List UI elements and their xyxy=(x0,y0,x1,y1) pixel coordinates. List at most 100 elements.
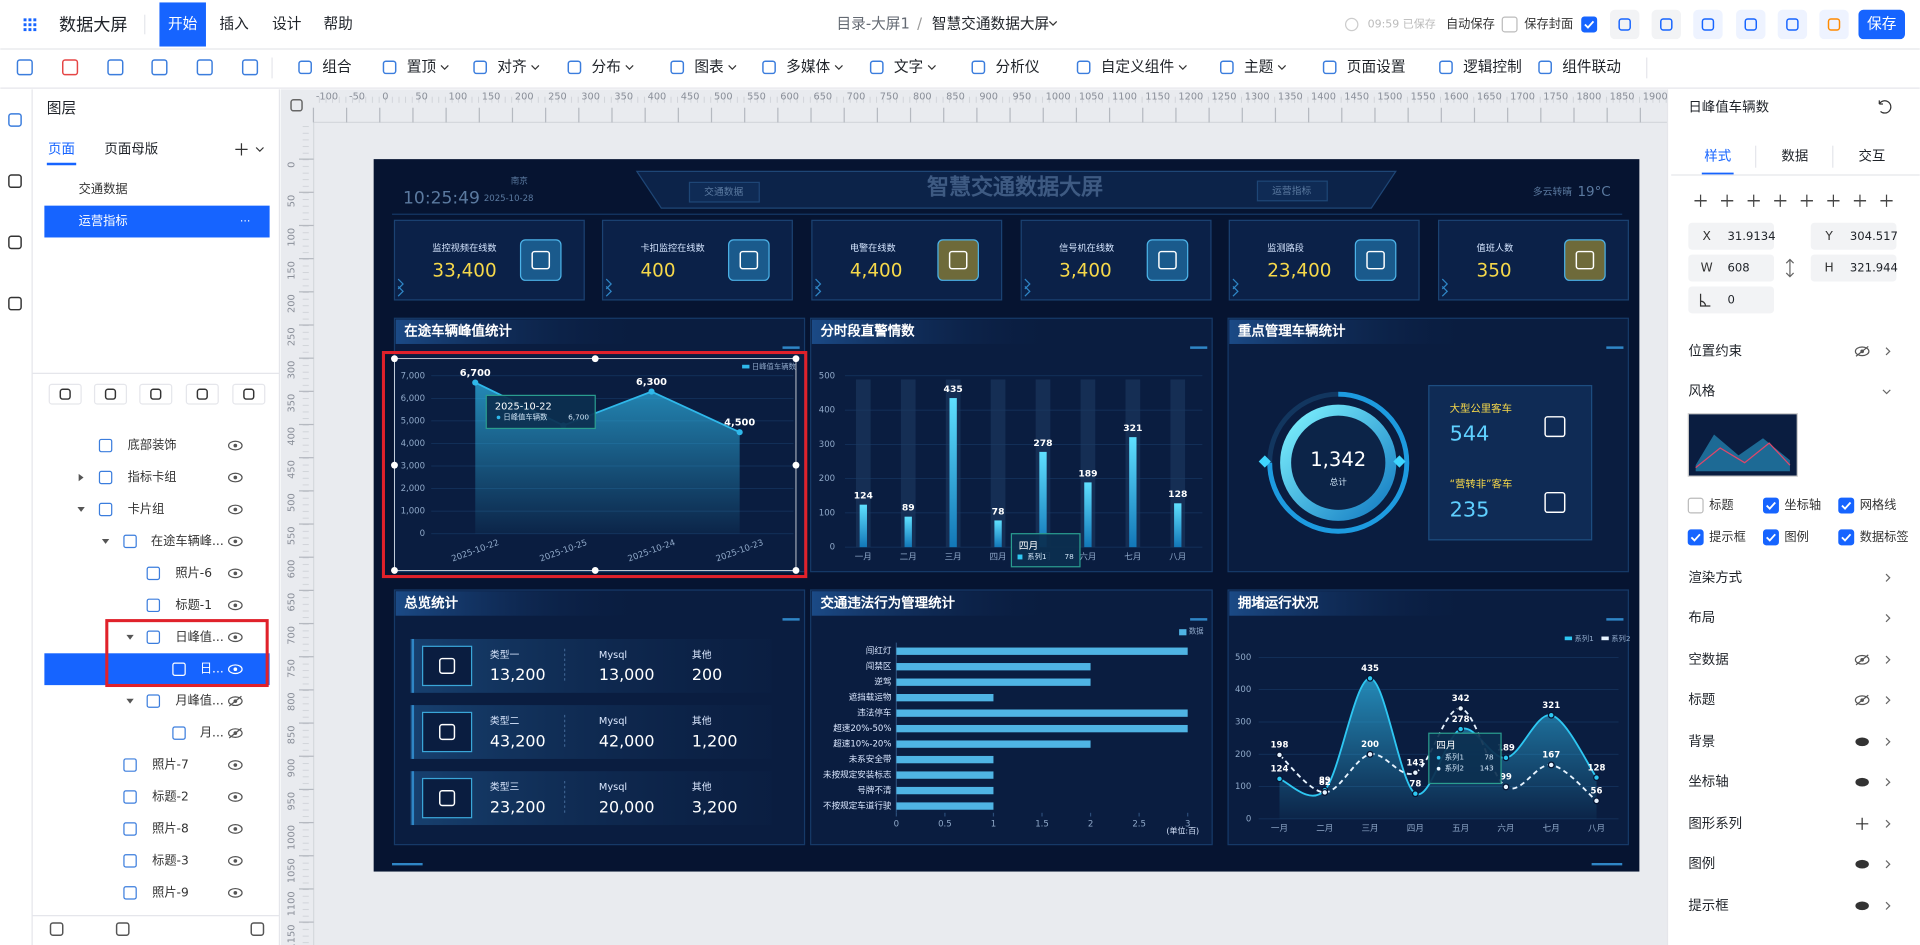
menu-item[interactable]: 开始 xyxy=(168,15,198,32)
layer-tool[interactable] xyxy=(139,383,173,405)
document-title[interactable]: 智慧交通数据大屏 xyxy=(932,14,1049,32)
toolbar-button[interactable]: 组件联动 xyxy=(1562,58,1621,75)
checkbox[interactable] xyxy=(1838,529,1855,546)
layer-name[interactable]: 标题-3 xyxy=(152,853,189,867)
layer-name[interactable]: 照片-9 xyxy=(152,885,189,899)
toolbar-button[interactable]: 分析仪 xyxy=(995,58,1039,75)
input-field[interactable] xyxy=(1688,254,1775,282)
expand-arrow[interactable] xyxy=(126,634,134,640)
breadcrumb[interactable]: 目录-大屏1 xyxy=(836,15,909,32)
section-title[interactable]: 空数据 xyxy=(1688,652,1728,668)
layer-name[interactable]: 卡片组 xyxy=(128,502,165,516)
section-title[interactable]: 渲染方式 xyxy=(1688,570,1742,586)
eye-icon[interactable] xyxy=(227,440,243,451)
option-label[interactable]: 坐标轴 xyxy=(1784,497,1821,512)
toolbar-button[interactable]: 置顶 xyxy=(407,58,437,75)
checkbox[interactable] xyxy=(1581,16,1598,33)
layer-name[interactable]: 底部装饰 xyxy=(128,437,177,452)
page-item[interactable]: 交通数据 xyxy=(79,181,128,196)
section-title[interactable]: 背景 xyxy=(1688,734,1715,750)
checkbox[interactable] xyxy=(1763,497,1779,514)
save-button[interactable] xyxy=(1858,9,1905,40)
icon-button[interactable] xyxy=(1777,9,1808,40)
checkbox[interactable] xyxy=(1687,497,1704,514)
eye-icon[interactable] xyxy=(227,856,243,866)
toolbar-button[interactable]: 对齐 xyxy=(497,58,527,75)
expand-arrow[interactable] xyxy=(78,473,84,482)
layer-name[interactable]: 月... xyxy=(200,726,224,740)
checkbox[interactable] xyxy=(1687,529,1704,546)
eye-icon[interactable] xyxy=(227,696,243,707)
layer-name[interactable]: 标题-1 xyxy=(175,598,212,612)
eye-icon[interactable] xyxy=(227,792,243,802)
toolbar-button[interactable]: 文字 xyxy=(894,58,923,75)
field-value[interactable]: 608 xyxy=(1728,261,1750,275)
toolbar-button[interactable]: 主题 xyxy=(1244,58,1274,75)
section-title[interactable]: 布局 xyxy=(1688,610,1715,626)
field-value[interactable]: 0 xyxy=(1728,292,1735,306)
input-field[interactable] xyxy=(1810,222,1897,250)
page-item[interactable]: 运营指标 xyxy=(79,213,128,228)
resize-handle[interactable] xyxy=(391,461,398,469)
icon-button[interactable] xyxy=(1819,9,1849,40)
eye-icon[interactable] xyxy=(227,728,243,739)
tab[interactable]: 数据 xyxy=(1781,149,1808,165)
eye-icon[interactable] xyxy=(227,664,243,675)
eye-icon[interactable] xyxy=(227,472,243,483)
field-value[interactable]: 321.944 xyxy=(1850,261,1898,275)
expand-arrow[interactable] xyxy=(77,507,85,512)
layer-tool[interactable] xyxy=(48,383,82,405)
eye-icon[interactable] xyxy=(227,760,243,770)
toolbar-button[interactable]: 分布 xyxy=(592,58,621,75)
section-title[interactable]: 风格 xyxy=(1688,384,1715,400)
layer-name[interactable]: 照片-7 xyxy=(152,758,189,772)
input-field[interactable] xyxy=(1810,254,1897,282)
save-button-label[interactable]: 保存 xyxy=(1867,15,1897,32)
layer-name[interactable]: 照片-8 xyxy=(152,821,189,835)
resize-handle[interactable] xyxy=(591,567,599,574)
tab[interactable]: 页面 xyxy=(48,142,75,157)
eye-icon[interactable] xyxy=(227,600,243,611)
eye-icon[interactable] xyxy=(227,824,243,834)
option-label[interactable]: 标题 xyxy=(1709,498,1733,512)
section-title[interactable]: 坐标轴 xyxy=(1688,774,1728,790)
input-field[interactable] xyxy=(1688,222,1775,250)
dashboard-tab[interactable]: 交通数据 xyxy=(704,185,743,198)
toolbar-button[interactable]: 页面设置 xyxy=(1347,58,1406,75)
section-title[interactable]: 图例 xyxy=(1688,856,1715,872)
checkbox[interactable] xyxy=(1763,529,1779,546)
layer-tool[interactable] xyxy=(93,383,128,405)
expand-arrow[interactable] xyxy=(101,538,110,544)
menu-item[interactable]: 帮助 xyxy=(323,15,352,32)
option-label[interactable]: 数据标签 xyxy=(1860,529,1909,544)
input-field[interactable] xyxy=(1688,286,1775,314)
resize-handle[interactable] xyxy=(792,461,800,469)
option-label[interactable]: 提示框 xyxy=(1709,529,1746,544)
checkbox[interactable] xyxy=(1838,497,1855,514)
icon-button[interactable] xyxy=(1736,9,1766,40)
section-title[interactable]: 图形系列 xyxy=(1688,816,1742,832)
layer-tool[interactable] xyxy=(232,383,266,405)
resize-handle[interactable] xyxy=(591,355,599,363)
toolbar-button[interactable]: 图表 xyxy=(694,58,724,75)
eye-icon[interactable] xyxy=(227,887,243,898)
resize-handle[interactable] xyxy=(391,567,398,574)
page-menu[interactable]: ··· xyxy=(240,215,251,228)
icon-button[interactable] xyxy=(1651,9,1681,40)
toolbar-button[interactable]: 多媒体 xyxy=(786,58,830,75)
checkbox[interactable] xyxy=(1501,16,1518,33)
resize-handle[interactable] xyxy=(391,355,398,363)
resize-handle[interactable] xyxy=(792,355,800,363)
toolbar-button[interactable]: 逻辑控制 xyxy=(1463,58,1522,75)
eye-icon[interactable] xyxy=(227,568,243,579)
layer-name[interactable]: 日... xyxy=(200,662,224,676)
layer-name[interactable]: 指标卡组 xyxy=(128,469,177,484)
layer-name[interactable]: 月峰值... xyxy=(175,693,223,708)
tab[interactable]: 样式 xyxy=(1704,149,1731,165)
expand-arrow[interactable] xyxy=(126,698,134,704)
eye-icon[interactable] xyxy=(227,536,243,547)
tab[interactable]: 页面母版 xyxy=(104,141,158,157)
tab[interactable]: 交互 xyxy=(1858,148,1885,165)
dashboard-tab[interactable]: 运营指标 xyxy=(1272,184,1311,197)
section-title[interactable]: 位置约束 xyxy=(1688,343,1742,359)
